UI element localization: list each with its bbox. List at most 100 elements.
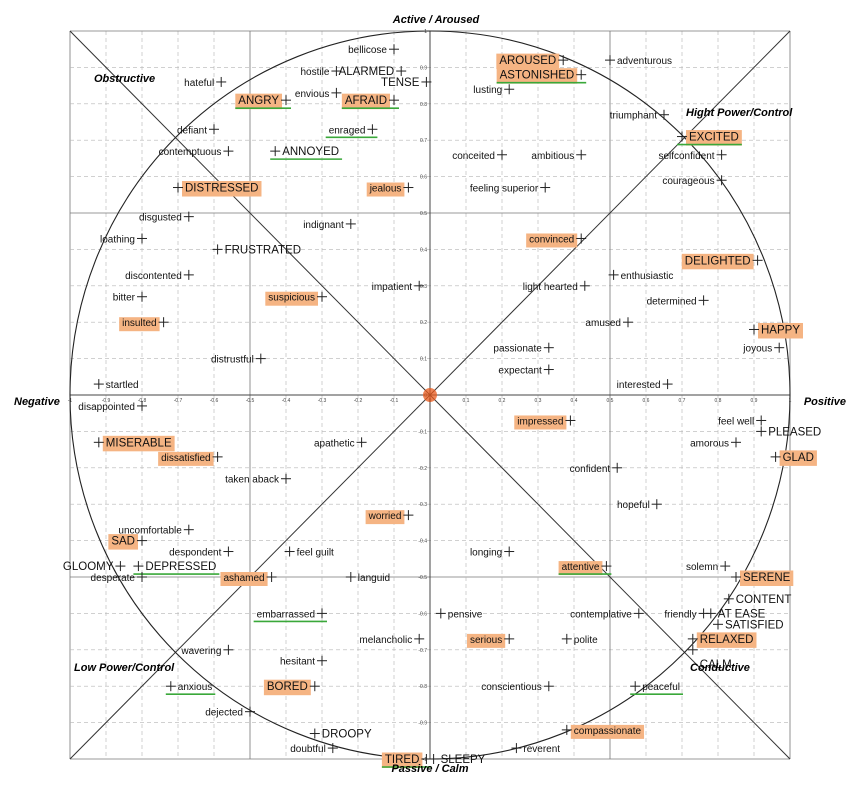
emotion-label: bellicose <box>348 45 387 56</box>
emotion-label: SATISFIED <box>725 619 784 631</box>
label-highlight <box>102 435 175 452</box>
y-tick-label: 0.6 <box>420 175 427 181</box>
emotion-label: impressed <box>517 416 563 427</box>
emotion-label: DISTRESSED <box>185 183 259 195</box>
emotion-label: conceited <box>452 151 495 162</box>
emotion-label: selfconfident <box>658 151 714 162</box>
emotion-label: light hearted <box>523 282 578 293</box>
emotion-label: defiant <box>177 125 207 136</box>
emotion-label: triumphant <box>610 111 657 122</box>
origin-marker <box>423 388 437 402</box>
emotion-label: GLOOMY <box>63 561 114 573</box>
emotion-label: ambitious <box>531 151 574 162</box>
y-tick-label: -0.8 <box>418 684 427 690</box>
emotion-label: distrustful <box>211 355 254 366</box>
x-tick-label: -0.9 <box>102 398 111 404</box>
x-tick-label: 0.4 <box>571 398 578 404</box>
emotion-label: AFRAID <box>345 95 387 107</box>
emotion-label: CALM <box>700 659 732 671</box>
axis-label-left: Negative <box>14 396 60 408</box>
x-tick-label: 0.3 <box>535 398 542 404</box>
emotion-label: DROOPY <box>322 729 372 741</box>
y-tick-label: -0.2 <box>418 466 427 472</box>
y-tick-label: -0.5 <box>418 575 427 581</box>
emotion-label: hostile <box>300 67 329 78</box>
label-highlight <box>182 181 262 197</box>
y-tick-label: -0.4 <box>418 539 427 545</box>
emotion-label: passionate <box>493 344 542 355</box>
axis-label-top: Active / Aroused <box>392 14 480 26</box>
emotion-label: uncomfortable <box>118 526 182 537</box>
emotion-label: TENSE <box>381 77 420 89</box>
emotion-label: enthusiastic <box>621 271 674 282</box>
emotion-label: envious <box>295 89 329 100</box>
emotion-label: expectant <box>498 366 542 377</box>
label-highlight <box>514 415 567 430</box>
emotion-label: convinced <box>529 234 574 245</box>
emotion-label: SERENE <box>743 572 791 584</box>
emotion-label: loathing <box>100 234 135 245</box>
emotion-label: conscientious <box>481 682 542 693</box>
label-highlight <box>758 322 803 339</box>
emotion-label: FRUSTRATED <box>225 244 301 256</box>
region-label-conductive: Conductive <box>690 662 750 674</box>
emotion-label: DELIGHTED <box>685 255 751 267</box>
x-tick-label: -0.7 <box>174 398 183 404</box>
x-tick-label: -0.6 <box>210 398 219 404</box>
emotion-label: feel well <box>718 416 754 427</box>
y-tick-label: -0.6 <box>418 611 427 617</box>
emotion-label: BORED <box>267 681 308 693</box>
emotion-label: CONTENT <box>736 594 792 606</box>
emotion-label: GLAD <box>783 452 814 464</box>
emotion-label: apathetic <box>314 438 355 449</box>
label-highlight <box>381 752 423 768</box>
x-tick-label: -0.4 <box>282 398 291 404</box>
label-highlight <box>740 570 794 586</box>
label-highlight <box>681 253 754 270</box>
emotion-label: contemplative <box>570 609 632 620</box>
label-highlight <box>235 93 282 110</box>
emotion-label: lusting <box>473 85 502 96</box>
emotion-label: HAPPY <box>761 324 800 336</box>
axis-label-right: Positive <box>804 396 846 408</box>
emotion-label: despondent <box>169 548 221 559</box>
structure-lines <box>69 30 791 760</box>
emotion-label: AT EASE <box>718 608 766 620</box>
y-tick-label: 0.3 <box>420 284 427 290</box>
emotion-label: determined <box>647 296 697 307</box>
emotion-label: feeling superior <box>470 184 539 195</box>
emotion-label: bitter <box>113 293 136 304</box>
label-highlight <box>265 291 318 306</box>
emotion-label: feel guilt <box>297 548 334 559</box>
emotion-label: ANGRY <box>238 95 279 107</box>
emotion-label: friendly <box>664 609 696 620</box>
emotion-label: polite <box>574 635 598 646</box>
region-label-low-power: Low Power/Control <box>74 662 175 674</box>
y-tick-label: -0.3 <box>418 502 427 508</box>
x-tick-label: 0.6 <box>643 398 650 404</box>
label-highlight <box>686 130 742 146</box>
label-highlight <box>526 233 578 248</box>
emotion-label: enraged <box>329 125 366 136</box>
emotion-label: attentive <box>562 562 600 573</box>
emotion-label: dissatisfied <box>161 453 210 464</box>
emotion-label: interested <box>617 380 661 391</box>
emotion-label: pensive <box>448 609 483 620</box>
x-tick-label: 0.5 <box>607 398 614 404</box>
label-highlight <box>696 632 757 648</box>
emotion-label: compassionate <box>574 726 642 737</box>
y-tick-label: 0.9 <box>420 65 427 71</box>
y-tick-label: 0.1 <box>420 357 427 363</box>
emotion-label: amused <box>585 318 621 329</box>
label-highlight <box>365 510 405 525</box>
tick-labels: -1-0.9-0.8-0.7-0.6-0.5-0.4-0.3-0.2-0.100… <box>68 29 792 763</box>
emotion-label: MISERABLE <box>106 437 172 449</box>
emotion-label: anxious <box>178 682 212 693</box>
y-tick-label: 0.2 <box>420 320 427 326</box>
emotion-label: dejected <box>205 708 243 719</box>
emotion-label: disgusted <box>139 213 182 224</box>
x-tick-label: 0.8 <box>715 398 722 404</box>
emotion-label: insulted <box>122 318 156 329</box>
